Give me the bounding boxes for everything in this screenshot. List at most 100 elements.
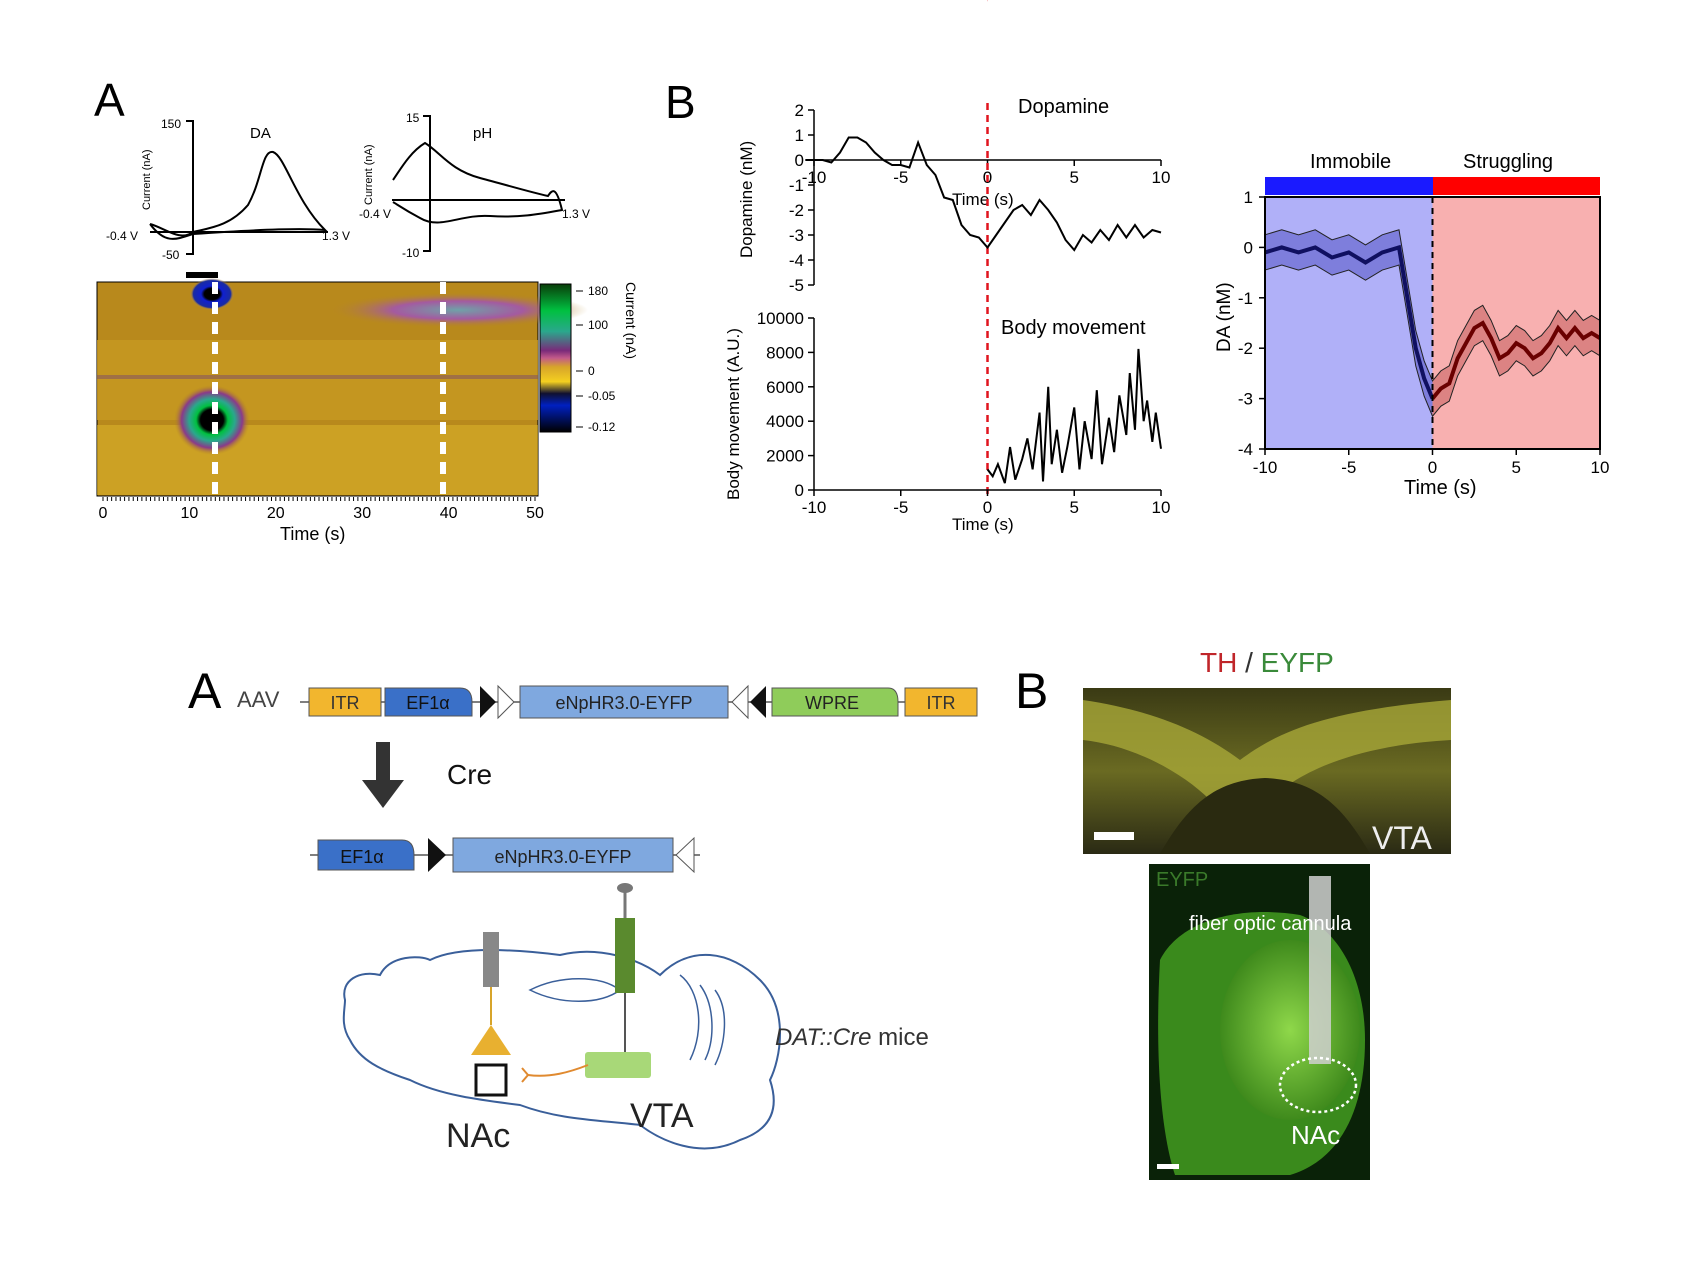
x-tick-label: 5 bbox=[1070, 168, 1079, 187]
cv-da-trace bbox=[149, 151, 328, 240]
syringe-schematic bbox=[615, 918, 635, 993]
cre-label: Cre bbox=[447, 759, 492, 790]
immobile-mean-line bbox=[1264, 244, 1435, 400]
cv-ph-trace bbox=[392, 141, 564, 224]
wpre-label: WPRE bbox=[805, 693, 859, 713]
aav-label: AAV bbox=[237, 687, 280, 712]
immobile-label: Immobile bbox=[1310, 151, 1391, 173]
movement-xlabel: Time (s) bbox=[952, 515, 1014, 534]
struggling-label: Struggling bbox=[1463, 151, 1553, 173]
x-tick-label: 10 bbox=[1152, 498, 1171, 517]
y-tick-label: 0 bbox=[795, 151, 804, 170]
dopamine-ylabel: Dopamine (nM) bbox=[737, 141, 756, 258]
y-tick-label: -2 bbox=[789, 201, 804, 220]
immobile-bar bbox=[1265, 177, 1433, 195]
y-tick-label: 6000 bbox=[766, 378, 804, 397]
dopamine-xlabel: Time (s) bbox=[952, 190, 1014, 209]
colorplot-xtick-label: 10 bbox=[181, 505, 199, 522]
colorbar-ticks: 180 100 0 -0.05 -0.12 bbox=[576, 284, 616, 434]
movement-ylabel: Body movement (A.U.) bbox=[724, 328, 743, 500]
x-tick-label: 5 bbox=[1512, 458, 1521, 477]
cv-ph-xleft: -0.4 V bbox=[359, 207, 391, 221]
vta-histology-image: VTA bbox=[1083, 688, 1451, 856]
fiber-optic-schematic bbox=[483, 932, 499, 987]
itr-right-label: ITR bbox=[927, 693, 956, 713]
da-phase-plot: Immobile Struggling DA (nM) Time (s) 10-… bbox=[1214, 151, 1609, 499]
colorplot-minor-ticks bbox=[102, 497, 536, 501]
y-tick-label: -4 bbox=[1238, 440, 1253, 459]
lower-error-line bbox=[1264, 264, 1601, 418]
enphr-label-aav: eNpHR3.0-EYFP bbox=[555, 693, 692, 713]
vta-label-histology: VTA bbox=[1372, 820, 1433, 856]
y-tick-label: -3 bbox=[1238, 390, 1253, 409]
nac-scalebar bbox=[1157, 1164, 1179, 1169]
vta-scalebar bbox=[1094, 832, 1134, 840]
cv-ph-ylabel: Current (nA) bbox=[363, 144, 375, 205]
colorplot-xtick-label: 40 bbox=[440, 505, 458, 522]
cv-da-ybottom: -50 bbox=[162, 248, 180, 262]
y-tick-label: -2 bbox=[1238, 339, 1253, 358]
cv-da-xleft: -0.4 V bbox=[106, 229, 138, 243]
nac-label-histology: NAc bbox=[1291, 1120, 1340, 1150]
y-tick-label: -4 bbox=[789, 251, 804, 270]
stimulus-bar bbox=[186, 272, 218, 278]
lox2722-triangle bbox=[497, 684, 515, 720]
fscv-color-plot: 0 10 20 30 40 50 Time (s) bbox=[96, 272, 588, 544]
itr-left-label: ITR bbox=[331, 693, 360, 713]
mice-label: DAT::Cre mice bbox=[775, 1024, 929, 1051]
panel-label-b-bottom: B bbox=[1015, 663, 1048, 719]
cv-da-ytop: 150 bbox=[161, 117, 181, 131]
cv-ph-ybottom: -10 bbox=[402, 246, 420, 260]
x-tick-label: -5 bbox=[893, 168, 908, 187]
y-tick-label: 1 bbox=[795, 126, 804, 145]
y-tick-label: -1 bbox=[1238, 289, 1253, 308]
vta-label-schematic: VTA bbox=[630, 1097, 694, 1135]
y-tick-label: 2000 bbox=[766, 447, 804, 466]
nac-histology-image: EYFP fiber optic cannula NAc bbox=[1149, 864, 1370, 1180]
struggling-bar bbox=[1433, 177, 1600, 195]
ef1a-label-aav: EF1α bbox=[406, 693, 449, 713]
panel-label-a-bottom: A bbox=[188, 663, 222, 719]
cv-ph-title: pH bbox=[473, 125, 492, 142]
cv-da-ylabel: Current (nA) bbox=[141, 149, 153, 210]
series-line bbox=[986, 348, 1162, 484]
lox2722-triangle-rev bbox=[731, 684, 749, 720]
x-tick-label: 10 bbox=[1152, 168, 1171, 187]
x-tick-label: -10 bbox=[1253, 458, 1278, 477]
nac-box bbox=[474, 1063, 508, 1097]
ef1a-label-cre: EF1α bbox=[340, 847, 383, 867]
colorbar-tick-label: -0.12 bbox=[588, 420, 616, 434]
colorbar: Current (nA) 180 100 0 -0.05 -0.12 bbox=[539, 282, 639, 434]
colorplot-xtick-label: 50 bbox=[526, 505, 544, 522]
x-tick-label: -10 bbox=[802, 168, 827, 187]
upper-error-line bbox=[1264, 229, 1601, 382]
nac-outline bbox=[1278, 1056, 1358, 1114]
cv-ph-ytop: 15 bbox=[406, 111, 420, 125]
cannula-label: fiber optic cannula bbox=[1189, 913, 1352, 935]
series-line bbox=[805, 136, 1162, 252]
y-tick-label: 2 bbox=[795, 101, 804, 120]
cannula-image bbox=[1309, 876, 1331, 1064]
colorbar-tick-label: 100 bbox=[588, 318, 608, 332]
light-cone bbox=[471, 1025, 511, 1055]
histology-title: TH / EYFP bbox=[1200, 647, 1334, 678]
cv-ph-xright: 1.3 V bbox=[562, 207, 590, 221]
cv-da-xright: 1.3 V bbox=[322, 229, 350, 243]
loxp-triangle bbox=[480, 686, 496, 718]
nac-label-schematic: NAc bbox=[446, 1117, 510, 1155]
movement-title: Body movement bbox=[1001, 317, 1146, 339]
colorplot-xtick-label: 30 bbox=[353, 505, 371, 522]
x-tick-label: 0 bbox=[1428, 458, 1437, 477]
y-tick-label: 1 bbox=[1244, 188, 1253, 207]
y-tick-label: 0 bbox=[1244, 238, 1253, 257]
y-tick-label: -1 bbox=[789, 176, 804, 195]
colorplot-xtick-label: 20 bbox=[267, 505, 285, 522]
colorbar-tick-label: -0.05 bbox=[588, 389, 616, 403]
colorplot-xlabel: Time (s) bbox=[280, 524, 345, 544]
cv-da-plot: DA Current (nA) 150 -50 -0.4 V 1.3 V bbox=[106, 117, 350, 262]
x-tick-label: 10 bbox=[1591, 458, 1610, 477]
dopamine-title: Dopamine bbox=[1018, 96, 1109, 118]
cre-arrow: Cre bbox=[362, 742, 492, 808]
enphr-label-cre: eNpHR3.0-EYFP bbox=[494, 847, 631, 867]
